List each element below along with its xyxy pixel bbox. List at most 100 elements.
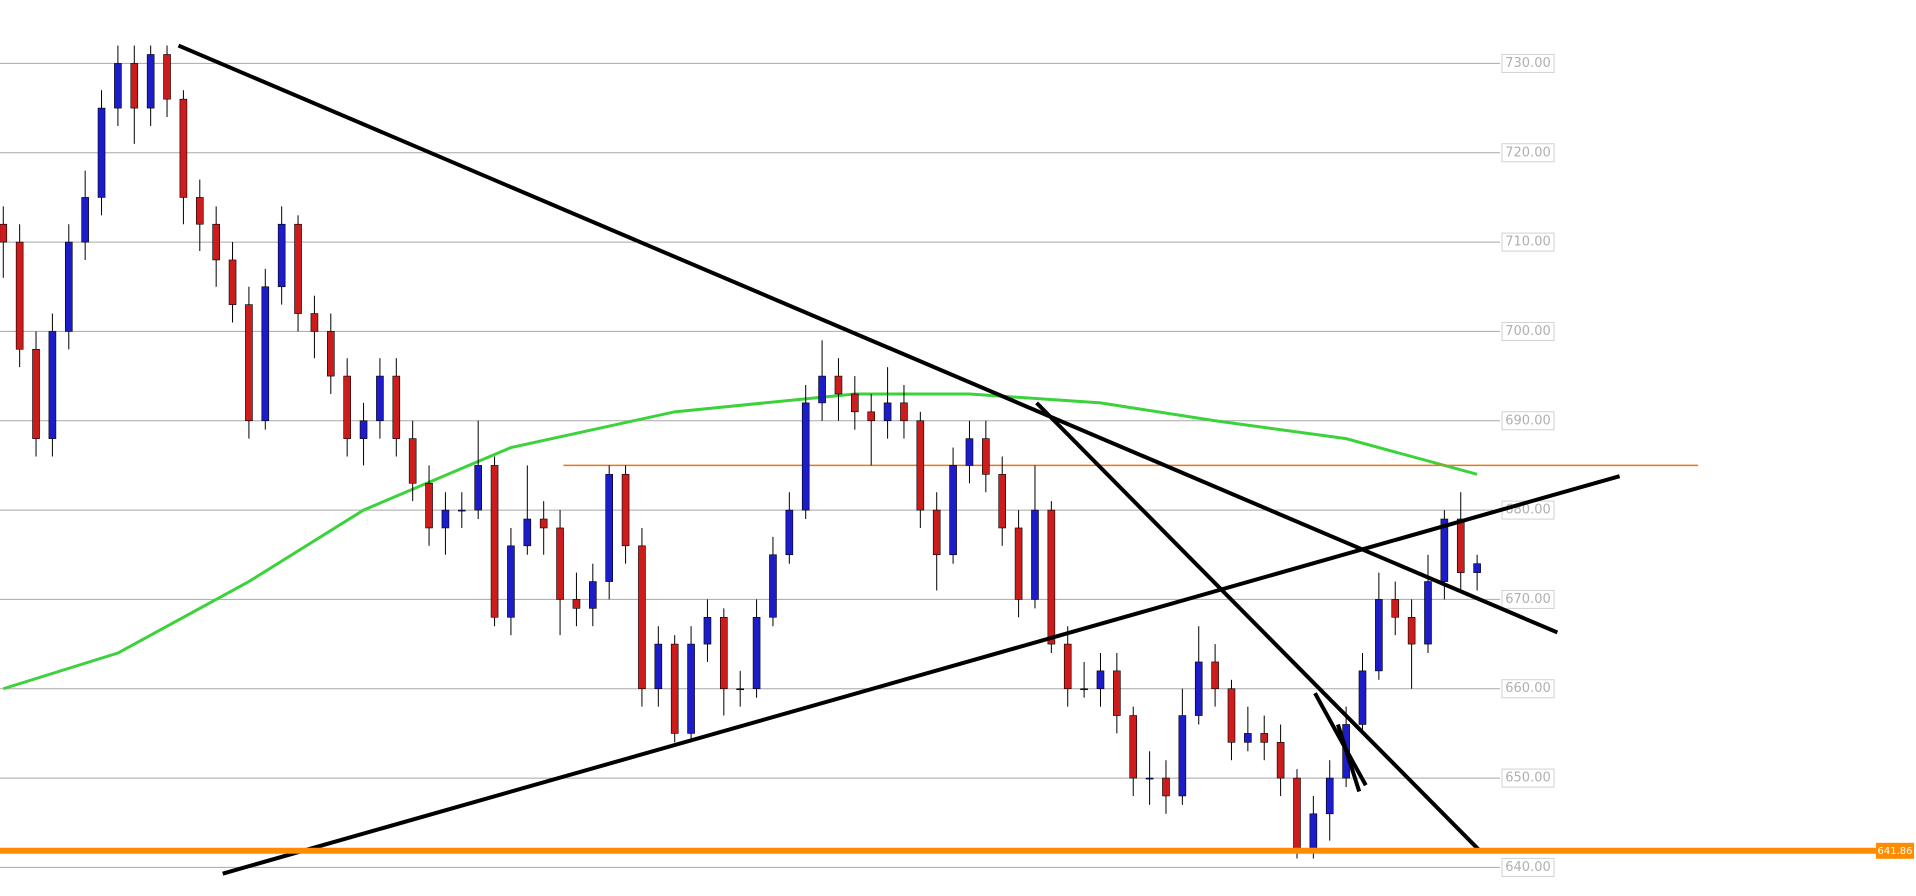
candle-body (1473, 563, 1481, 573)
y-tick-label: 670.00 (1505, 592, 1551, 607)
candle-body (1358, 670, 1367, 725)
y-tick-box (1501, 232, 1555, 252)
candle-body (785, 509, 794, 556)
candle-body (654, 643, 663, 690)
candle-body (228, 259, 237, 305)
candle-body (1293, 777, 1301, 850)
candle-body (1227, 688, 1236, 743)
y-tick-label: 640.00 (1505, 860, 1551, 875)
y-tick-label: 660.00 (1505, 681, 1551, 696)
candle-body (0, 223, 8, 243)
candle-body (261, 286, 270, 422)
candle-body (1063, 643, 1072, 690)
candle-body (408, 438, 417, 484)
candle-body (769, 554, 777, 618)
candle-body (1211, 661, 1219, 690)
candle-body (343, 375, 351, 439)
y-tick-box (1501, 768, 1555, 788)
candle-body (64, 241, 73, 332)
candle-body (1080, 688, 1088, 691)
candle-body (1325, 777, 1334, 815)
candle-body (326, 331, 335, 377)
candle-body (1309, 813, 1318, 850)
candle-body (1276, 742, 1285, 779)
candle-body (294, 223, 302, 314)
candle-body (1375, 599, 1383, 672)
candle-body (490, 465, 499, 618)
candle-body (1162, 777, 1170, 797)
candle-body (310, 313, 319, 332)
candle-body (523, 518, 532, 547)
candle-body (195, 197, 204, 225)
candle-body (589, 581, 597, 609)
candle-body (1424, 581, 1432, 645)
candle-body (376, 375, 384, 422)
y-tick-box (1501, 589, 1555, 609)
candle-body (441, 509, 450, 529)
candle-body (1113, 670, 1121, 716)
y-tick-box (1501, 53, 1555, 73)
candle-body (146, 54, 155, 109)
candle-body (965, 438, 974, 466)
price-label: 641.86 (1878, 846, 1913, 857)
candle-body (556, 527, 564, 600)
y-tick-box (1501, 679, 1555, 699)
candle-body (32, 348, 40, 439)
candle-body (507, 545, 515, 618)
candle-body (48, 331, 57, 439)
candle-body (883, 402, 892, 422)
candle-body (1014, 527, 1023, 600)
candle-body (687, 643, 695, 734)
candle-body (1129, 715, 1138, 779)
price-label-box (1876, 842, 1914, 859)
candle-body (1145, 777, 1154, 780)
y-tick-label: 710.00 (1505, 235, 1551, 250)
candle-body (949, 465, 957, 556)
trendline (177, 43, 1559, 635)
y-tick-box (1501, 321, 1555, 341)
candle-body (670, 643, 679, 734)
candle-body (425, 482, 433, 529)
candle-body (752, 616, 761, 690)
candle-body (359, 420, 368, 439)
candle-body (998, 474, 1007, 529)
candle-body (392, 375, 401, 439)
candle-body (851, 393, 859, 413)
candle-body (130, 63, 139, 109)
candle-body (1194, 661, 1203, 716)
candle-body (638, 545, 646, 690)
candle-body (1244, 733, 1252, 743)
candle-body (621, 474, 630, 547)
trendline (1035, 401, 1482, 853)
candle-body (900, 402, 908, 422)
candle-body (982, 438, 990, 475)
candle-body (1407, 616, 1416, 645)
trendline (1313, 692, 1368, 787)
candle-body (834, 375, 843, 395)
candle-body (474, 465, 482, 511)
candle-body (867, 411, 876, 422)
candle-body (1440, 518, 1449, 582)
candle-body (15, 241, 24, 350)
candle-body (605, 474, 613, 582)
y-tick-label: 690.00 (1505, 413, 1551, 428)
candle-body (277, 223, 286, 288)
candle-body (818, 375, 826, 404)
trendline (222, 474, 1621, 876)
candle-body (212, 223, 220, 261)
candle-body (1456, 518, 1465, 573)
candle-body (932, 509, 941, 556)
candle-body (736, 688, 744, 691)
candle-body (703, 616, 712, 645)
candle-body (720, 616, 728, 690)
y-tick-label: 720.00 (1505, 145, 1551, 160)
candle-body (1178, 715, 1187, 797)
trendline (1336, 723, 1362, 793)
candle-body (114, 63, 122, 109)
y-tick-box (1501, 411, 1555, 431)
candle-body (1260, 733, 1269, 743)
y-tick-box (1501, 857, 1555, 877)
candle-body (1031, 509, 1039, 600)
candle-body (245, 304, 253, 422)
